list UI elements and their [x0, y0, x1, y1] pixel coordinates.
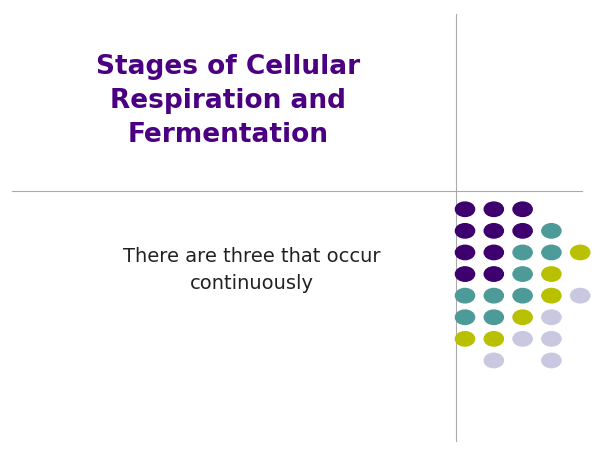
Circle shape: [455, 202, 475, 216]
Circle shape: [513, 245, 532, 260]
Circle shape: [571, 288, 590, 303]
Circle shape: [455, 310, 475, 324]
Text: Stages of Cellular
Respiration and
Fermentation: Stages of Cellular Respiration and Ferme…: [96, 54, 360, 148]
Circle shape: [542, 332, 561, 346]
Circle shape: [484, 353, 503, 368]
Circle shape: [484, 202, 503, 216]
Circle shape: [513, 332, 532, 346]
Circle shape: [455, 267, 475, 281]
Circle shape: [513, 288, 532, 303]
Circle shape: [542, 267, 561, 281]
Circle shape: [455, 332, 475, 346]
Circle shape: [513, 267, 532, 281]
Circle shape: [542, 353, 561, 368]
Circle shape: [484, 245, 503, 260]
Circle shape: [484, 267, 503, 281]
Circle shape: [513, 310, 532, 324]
Circle shape: [542, 310, 561, 324]
Circle shape: [513, 202, 532, 216]
Circle shape: [455, 224, 475, 238]
Circle shape: [484, 288, 503, 303]
Text: There are three that occur
continuously: There are three that occur continuously: [123, 247, 381, 293]
Circle shape: [542, 224, 561, 238]
Circle shape: [484, 310, 503, 324]
Circle shape: [484, 332, 503, 346]
Circle shape: [542, 245, 561, 260]
Circle shape: [571, 245, 590, 260]
Circle shape: [484, 224, 503, 238]
Circle shape: [513, 224, 532, 238]
Circle shape: [455, 288, 475, 303]
Circle shape: [455, 245, 475, 260]
Circle shape: [542, 288, 561, 303]
